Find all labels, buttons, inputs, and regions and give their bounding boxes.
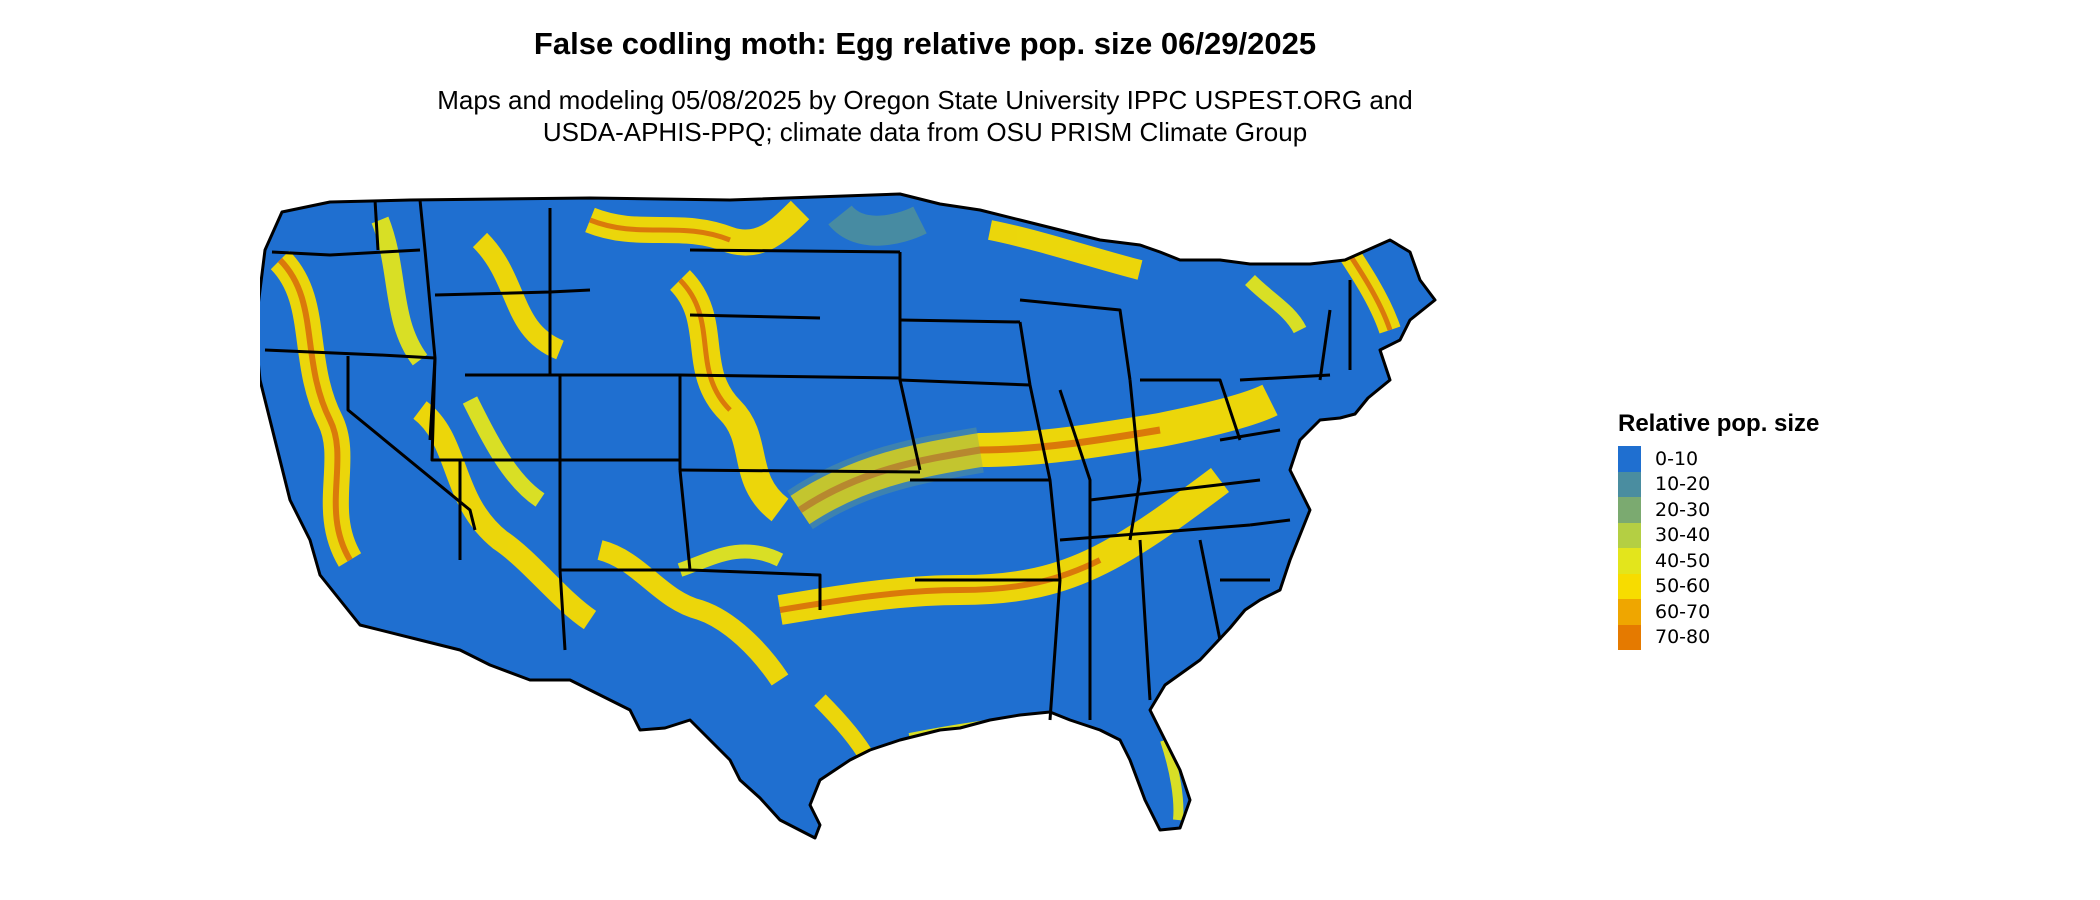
legend-label: 30-40: [1655, 524, 1711, 547]
legend-swatch: [1618, 471, 1641, 497]
state-boundaries: [260, 192, 1437, 840]
legend-item: 20-30: [1618, 497, 1819, 523]
legend-label: 40-50: [1655, 549, 1711, 572]
legend-swatch: [1618, 446, 1641, 472]
legend-label: 70-80: [1655, 626, 1711, 649]
legend-swatch: [1618, 573, 1641, 599]
us-map-svg: [260, 192, 1437, 840]
legend-item: 40-50: [1618, 548, 1819, 574]
legend-item: 50-60: [1618, 573, 1819, 599]
legend-label: 50-60: [1655, 575, 1711, 598]
legend-swatch: [1618, 548, 1641, 574]
legend-label: 60-70: [1655, 600, 1711, 623]
legend-title: Relative pop. size: [1618, 410, 1820, 437]
legend-item: 30-40: [1618, 522, 1819, 548]
legend-label: 20-30: [1655, 498, 1711, 521]
legend-items: 0-10 10-20 20-30 30-40 40-50 50-60 60-70 70-80: [1618, 446, 1819, 650]
legend-swatch: [1618, 522, 1641, 548]
subtitle-line-2: USDA-APHIS-PPQ; climate data from OSU PR…: [542, 117, 1308, 147]
legend: Relative pop. size 0-10 10-20 20-30 30-40 40…: [1618, 410, 1819, 650]
map-title: False codling moth: Egg relative pop. si…: [533, 26, 1317, 61]
map-subtitle: Maps and modeling 05/08/2025 by Oregon S…: [0, 84, 1850, 148]
legend-item: 60-70: [1618, 599, 1819, 625]
legend-label: 10-20: [1655, 473, 1711, 496]
legend-swatch: [1618, 624, 1641, 650]
legend-swatch: [1618, 497, 1641, 523]
subtitle-line-1: Maps and modeling 05/08/2025 by Oregon S…: [437, 85, 1413, 115]
legend-item: 70-80: [1618, 624, 1819, 650]
legend-item: 10-20: [1618, 471, 1819, 497]
legend-item: 0-10: [1618, 446, 1819, 472]
legend-label: 0-10: [1655, 447, 1699, 470]
legend-swatch: [1618, 599, 1641, 625]
us-map: [260, 180, 1590, 900]
